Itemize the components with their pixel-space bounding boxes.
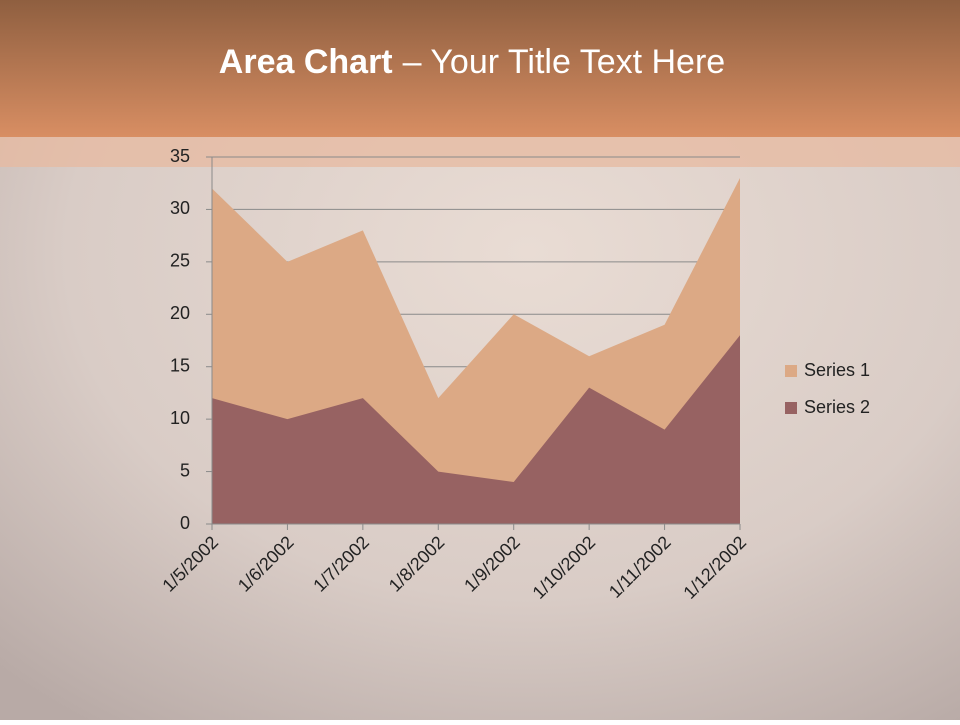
y-tick-label: 0 [180, 513, 190, 533]
y-tick-label: 10 [170, 408, 190, 428]
title-bold: Area Chart [219, 43, 393, 81]
y-tick-label: 5 [180, 460, 190, 480]
y-tick-label: 35 [170, 146, 190, 166]
y-tick-label: 30 [170, 198, 190, 218]
legend-swatch [785, 402, 797, 414]
header-band [0, 0, 960, 137]
header-strip [0, 137, 960, 167]
y-tick-label: 20 [170, 303, 190, 323]
area [212, 335, 740, 524]
title-rest: – Your Title Text Here [403, 43, 726, 81]
y-tick-label: 25 [170, 251, 190, 271]
legend-swatch [785, 365, 797, 377]
legend-label: Series 1 [804, 360, 870, 380]
y-tick-label: 15 [170, 355, 190, 375]
chart-title: Area Chart – Your Title Text Here [219, 43, 725, 81]
legend-label: Series 2 [804, 397, 870, 417]
